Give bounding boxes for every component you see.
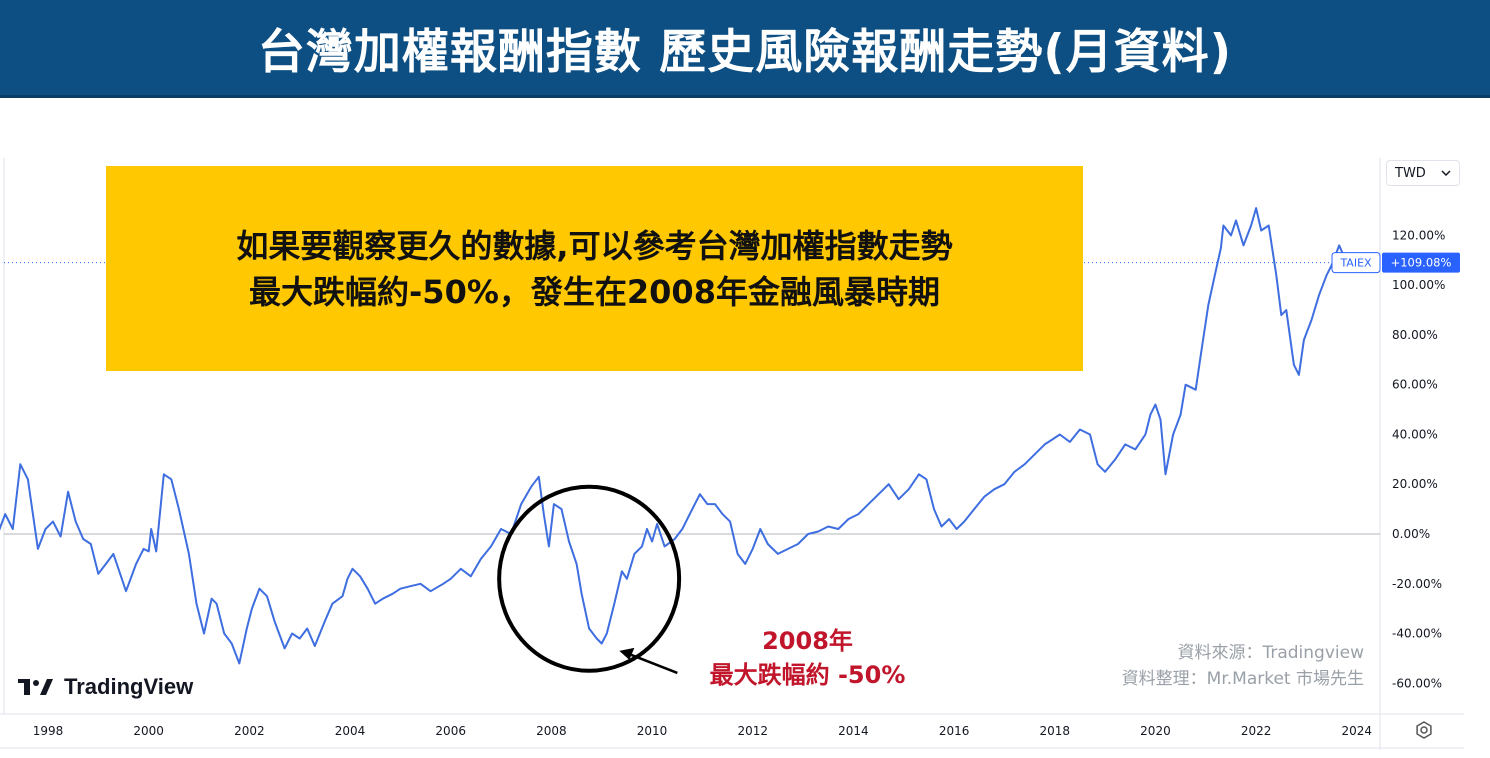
annotation-arrow (630, 653, 678, 675)
annotation-line-1: 2008年 (762, 627, 853, 655)
x-tick-label: 2006 (435, 724, 466, 738)
x-tick-label: 2018 (1039, 724, 1070, 738)
y-tick-label: -20.00% (1392, 577, 1442, 591)
x-tick-label: 2016 (939, 724, 970, 738)
y-tick-label: 80.00% (1392, 328, 1438, 342)
annotation-arrowhead (619, 647, 635, 660)
annotation-line-2: 最大跌幅約 -50% (709, 661, 906, 689)
tradingview-logo[interactable]: TradingView (18, 674, 193, 700)
x-tick-label: 2002 (234, 724, 265, 738)
x-tick-label: 2014 (838, 724, 869, 738)
x-tick-label: 2022 (1241, 724, 1272, 738)
series-line-taiex (0, 207, 1348, 665)
x-tick-label: 1998 (33, 724, 64, 738)
x-tick-label: 2008 (536, 724, 567, 738)
x-tick-label: 2010 (637, 724, 668, 738)
y-tick-label: 0.00% (1392, 527, 1430, 541)
currency-label: TWD (1395, 165, 1426, 181)
tradingview-logo-icon (18, 679, 53, 695)
chevron-down-icon (1441, 170, 1451, 176)
source-note: 資料來源：Tradingview 資料整理：Mr.Market 市場先生 (1122, 640, 1364, 692)
y-tick-label: 100.00% (1392, 278, 1445, 292)
x-tick-label: 2004 (335, 724, 366, 738)
title-banner: 台灣加權報酬指數 歷史風險報酬走勢(月資料) (0, 0, 1490, 98)
source-line-1: 資料來源：Tradingview (1177, 643, 1364, 663)
gear-icon[interactable] (1414, 720, 1434, 740)
x-tick-label: 2024 (1342, 724, 1373, 738)
source-line-2: 資料整理：Mr.Market 市場先生 (1121, 669, 1364, 689)
y-tick-label: 20.00% (1392, 477, 1438, 491)
x-tick-label: 2020 (1140, 724, 1171, 738)
crash-annotation: 2008年 最大跌幅約 -50% (690, 624, 925, 692)
note-line-1: 如果要觀察更久的數據,可以參考台灣加權指數走勢 (236, 226, 953, 265)
y-tick-label: -60.00% (1392, 676, 1442, 690)
series-name-badge (1331, 252, 1381, 274)
page-title: 台灣加權報酬指數 歷史風險報酬走勢(月資料) (257, 25, 1233, 80)
y-tick-label: 60.00% (1392, 378, 1438, 392)
x-tick-label: 2012 (737, 724, 768, 738)
y-tick-label: 40.00% (1392, 427, 1438, 441)
logo-text: TradingView (64, 674, 194, 699)
y-tick-label: -40.00% (1392, 627, 1442, 641)
note-box: 如果要觀察更久的數據,可以參考台灣加權指數走勢 最大跌幅約-50%，發生在200… (106, 166, 1083, 371)
note-line-2: 最大跌幅約-50%，發生在2008年金融風暴時期 (249, 272, 940, 311)
x-tick-label: 2000 (133, 724, 164, 738)
last-value-badge (1382, 252, 1460, 273)
y-tick-label: 120.00% (1392, 228, 1445, 242)
highlight-circle (497, 484, 682, 673)
series-name-label: TAIEX (1339, 257, 1372, 270)
last-value-label: +109.08% (1391, 256, 1452, 270)
currency-selector[interactable]: TWD (1386, 160, 1460, 186)
